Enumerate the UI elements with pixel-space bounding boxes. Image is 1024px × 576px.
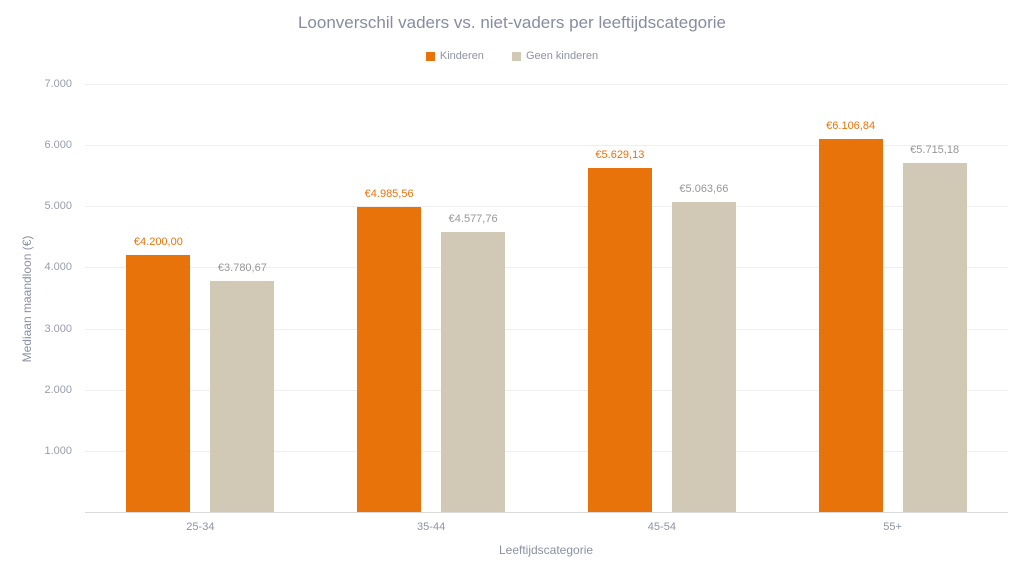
- bar-value-label: €6.106,84: [826, 119, 876, 132]
- x-axis-line: [85, 512, 1008, 513]
- gridline: [85, 450, 1008, 452]
- y-tick-label: 1.000: [44, 444, 72, 457]
- y-tick-label: 4.000: [44, 261, 72, 274]
- x-axis-title: Leeftijdscategorie: [498, 543, 594, 557]
- bar-kinderen-25-34: [126, 255, 191, 512]
- legend-item-kinderen: Kinderen: [425, 50, 484, 62]
- y-tick-label: 6.000: [44, 139, 72, 152]
- x-axis-category-labels: 25-34 35-44 45-54 55+: [85, 521, 1008, 537]
- gridline: [85, 84, 1008, 85]
- legend-label: Geen kinderen: [525, 50, 599, 62]
- bar-geen-kinderen-55+: [902, 162, 967, 512]
- bar-kinderen-45-54: [587, 167, 652, 512]
- gridline: [85, 206, 1008, 208]
- y-tick-label: 3.000: [44, 322, 72, 335]
- y-tick-label: 5.000: [44, 200, 72, 213]
- bar-geen-kinderen-45-54: [671, 202, 736, 512]
- bar-value-label: €5.629,13: [595, 148, 645, 161]
- legend-swatch-icon: [511, 51, 521, 61]
- gridline: [85, 328, 1008, 330]
- bar-value-label: €5.715,18: [910, 143, 960, 156]
- bar-geen-kinderen-35-44: [441, 232, 506, 512]
- gridline: [85, 145, 1008, 147]
- gridline: [85, 389, 1008, 391]
- bar-geen-kinderen-25-34: [210, 280, 275, 512]
- y-tick-label: 7.000: [44, 78, 72, 90]
- legend-label: Kinderen: [439, 50, 484, 62]
- legend-item-geen-kinderen: Geen kinderen: [511, 50, 599, 62]
- x-category-label-55+: 55+: [883, 521, 902, 533]
- y-axis-tick-labels: 1.000 2.000 3.000 4.000 5.000 6.000 7.000: [0, 78, 72, 513]
- chart-title: Loonverschil vaders vs. niet-vaders per …: [297, 13, 727, 32]
- x-category-label-35-44: 35-44: [417, 521, 446, 533]
- bar-kinderen-35-44: [357, 207, 422, 512]
- bar-value-label: €4.577,76: [448, 213, 498, 226]
- gridline: [85, 267, 1008, 269]
- bar-value-label: €3.780,67: [217, 261, 267, 274]
- plot-area: €4.200,00 €3.780,67 €4.985,56 €4.577,76 €5.6…: [85, 84, 1008, 513]
- chart-legend: Kinderen Geen kinderen: [0, 50, 1024, 62]
- bar-kinderen-55+: [818, 138, 883, 512]
- bar-value-label: €4.200,00: [133, 236, 183, 249]
- y-tick-label: 2.000: [44, 383, 72, 396]
- bar-value-label: €4.985,56: [364, 188, 414, 201]
- x-category-label-25-34: 25-34: [186, 521, 215, 533]
- bar-value-label: €5.063,66: [679, 183, 729, 196]
- x-category-label-45-54: 45-54: [647, 521, 676, 533]
- legend-swatch-icon: [425, 51, 435, 61]
